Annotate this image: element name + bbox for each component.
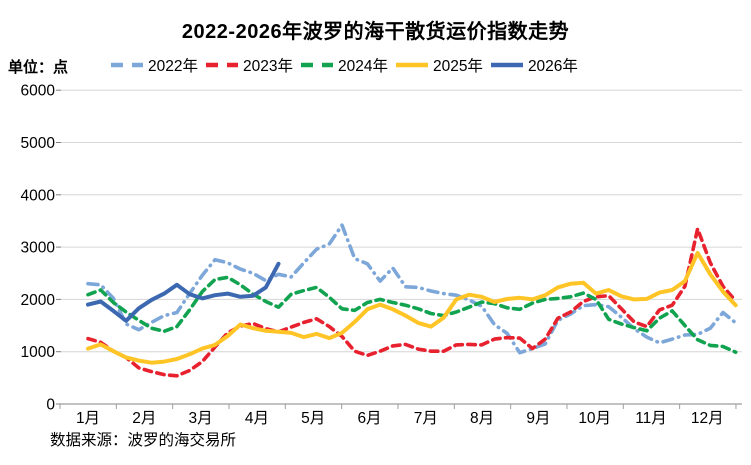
legend-item-2024: 2024年 xyxy=(300,54,388,76)
y-axis-label: 1000 xyxy=(21,344,56,361)
x-axis-label: 6月 xyxy=(357,410,381,427)
x-axis-label: 3月 xyxy=(189,410,213,427)
legend-marker xyxy=(300,62,333,68)
x-axis-label: 1月 xyxy=(76,410,100,427)
legend-marker xyxy=(205,62,238,68)
y-axis-label: 0 xyxy=(46,397,55,414)
legend-label: 2026年 xyxy=(527,58,578,75)
series-line-2022 xyxy=(86,223,738,355)
legend-item-2023: 2023年 xyxy=(205,54,293,76)
legend-item-2026: 2026年 xyxy=(490,54,578,76)
legend-label: 2022年 xyxy=(148,58,198,75)
series-line-2023 xyxy=(86,227,738,378)
x-axis-label: 4月 xyxy=(245,410,269,427)
x-axis-label: 8月 xyxy=(470,410,494,427)
legend-item-2025: 2025年 xyxy=(395,54,483,76)
series-line-2026 xyxy=(86,261,281,323)
series-line-2025 xyxy=(86,250,738,365)
y-axis-label: 5000 xyxy=(21,135,56,152)
legend-label: 2025年 xyxy=(432,58,483,75)
legend-marker xyxy=(395,62,428,68)
source-note: 数据来源：波罗的海交易所 xyxy=(50,432,237,449)
legend-marker xyxy=(111,62,143,68)
y-axis-unit-label: 单位：点 xyxy=(8,59,69,76)
legend: 2022年 2023年 2024年 2025年 2026年 xyxy=(110,54,578,76)
legend-label: 2023年 xyxy=(242,58,293,75)
x-axis-label: 12月 xyxy=(691,410,724,427)
chart-title: 2022-2026年波罗的海干散货运价指数走势 xyxy=(181,21,570,43)
legend-marker xyxy=(490,62,523,68)
x-axis-label: 7月 xyxy=(414,410,438,427)
y-axis-label: 4000 xyxy=(21,187,56,204)
y-axis-label: 6000 xyxy=(21,83,56,100)
legend-item-2022: 2022年 xyxy=(110,54,198,76)
y-axis-label: 2000 xyxy=(21,292,56,309)
x-axis-label: 5月 xyxy=(301,410,325,427)
x-axis-label: 11月 xyxy=(635,410,667,427)
x-axis-label: 9月 xyxy=(526,410,550,427)
legend-label: 2024年 xyxy=(337,58,388,75)
series-line-2024 xyxy=(86,275,738,354)
y-axis-label: 3000 xyxy=(21,240,56,257)
x-axis-label: 2月 xyxy=(132,410,156,427)
x-axis-label: 10月 xyxy=(578,410,611,427)
